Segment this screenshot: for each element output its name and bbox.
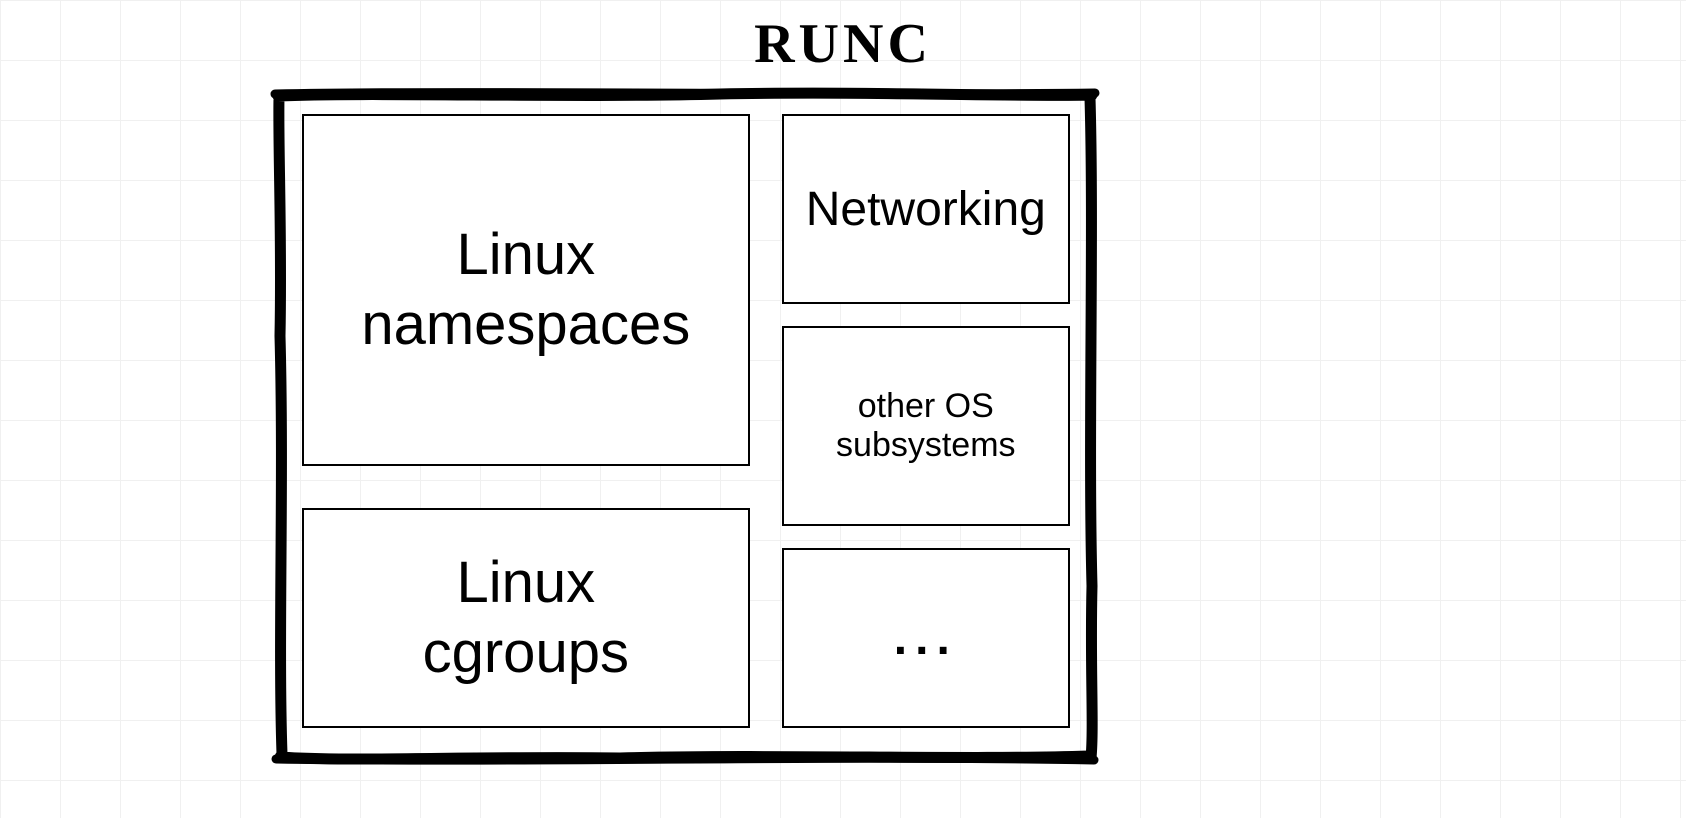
left-column: Linuxnamespaces Linuxcgroups <box>302 114 750 734</box>
right-column: Networking other OS subsystems ... <box>782 114 1070 734</box>
box-label: Linuxnamespaces <box>361 220 690 359</box>
box-linux-namespaces: Linuxnamespaces <box>302 114 750 466</box>
inner-grid: Linuxnamespaces Linuxcgroups Networking … <box>302 114 1070 734</box>
box-other-os-subsystems: other OS subsystems <box>782 326 1070 526</box>
box-ellipsis: ... <box>782 548 1070 728</box>
box-networking: Networking <box>782 114 1070 304</box>
box-linux-cgroups: Linuxcgroups <box>302 508 750 728</box>
runc-container: Linuxnamespaces Linuxcgroups Networking … <box>270 86 1100 766</box>
box-label: Linuxcgroups <box>423 548 629 687</box>
box-label: ... <box>894 611 958 666</box>
diagram-title: RUNC <box>754 12 932 76</box>
box-label: Networking <box>806 182 1046 237</box>
box-label: other OS subsystems <box>784 387 1068 465</box>
